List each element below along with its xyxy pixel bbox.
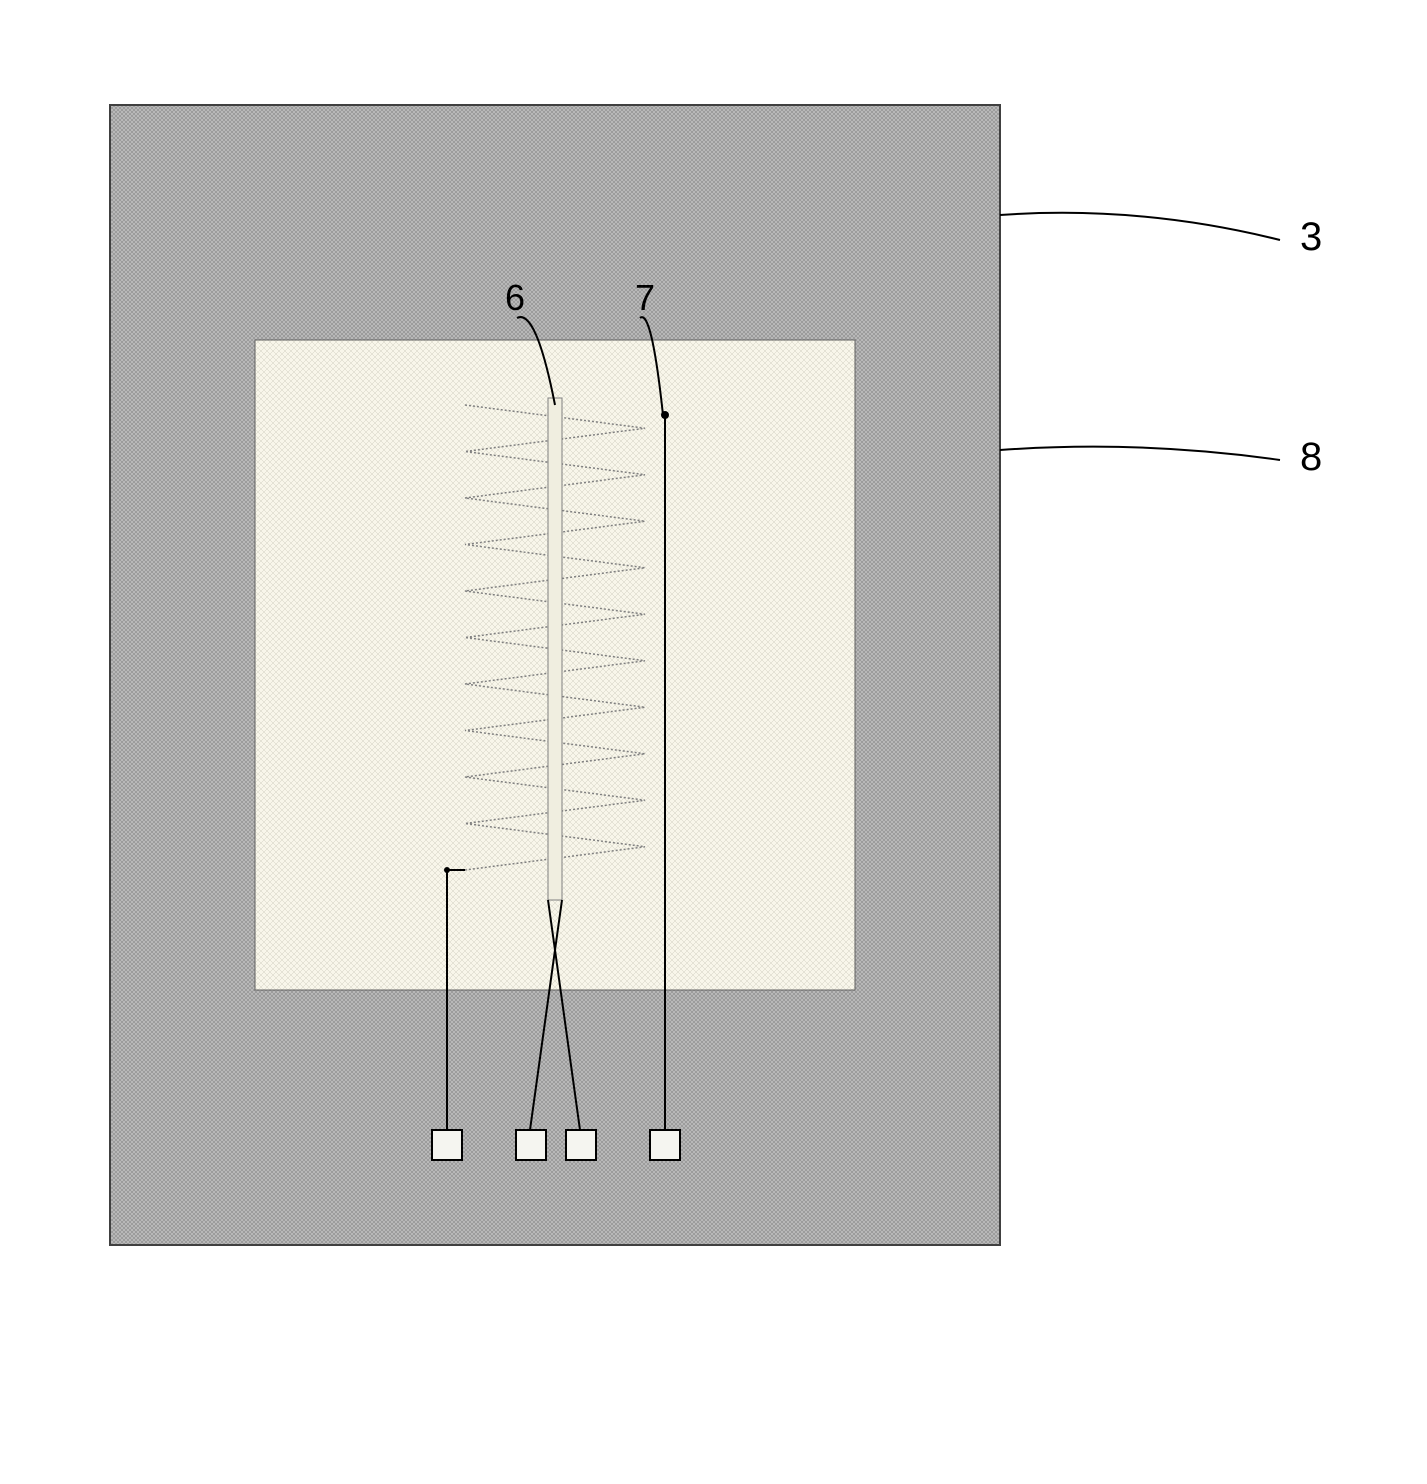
diagram-svg: 6 7 3 8 [0, 0, 1427, 1484]
label-6: 6 [505, 277, 525, 318]
technical-diagram: 6 7 3 8 [0, 0, 1427, 1484]
label-3: 3 [1300, 215, 1322, 259]
label-8: 8 [1300, 435, 1322, 479]
contact-pad-2 [516, 1130, 546, 1160]
contact-pad-1 [432, 1130, 462, 1160]
label-7: 7 [635, 277, 655, 318]
contact-pad-4 [650, 1130, 680, 1160]
label-8-leader [1000, 447, 1280, 460]
contact-pad-3 [566, 1130, 596, 1160]
label-3-leader [1000, 213, 1280, 240]
center-core [548, 398, 562, 900]
